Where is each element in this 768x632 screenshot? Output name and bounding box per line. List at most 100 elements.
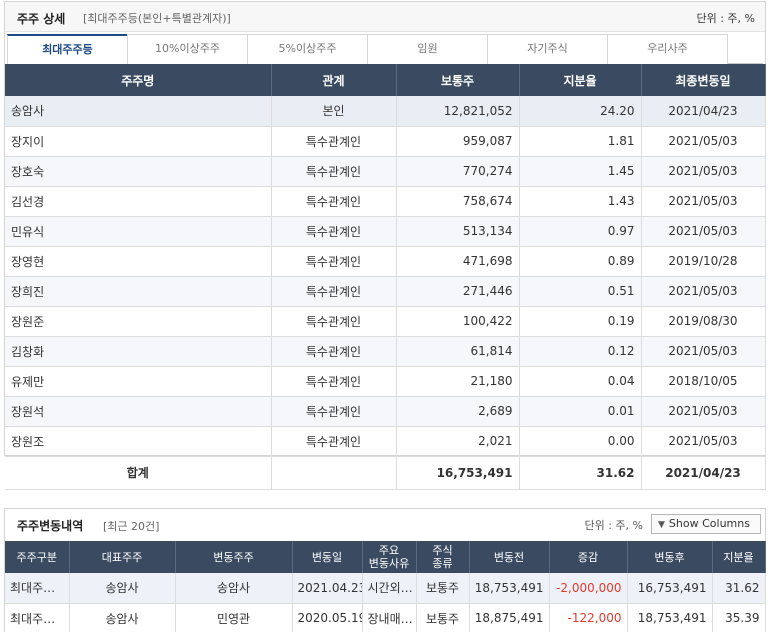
table-row: 민유식 특수관계인 513,134 0.97 2021/05/03 (5, 216, 766, 247)
history-reason-cell: 장내매… (362, 603, 417, 632)
table-header-row: 주주명 관계 보통주 지분율 최종변동일 (5, 64, 766, 96)
shareholder-name[interactable]: 장희진 (5, 276, 272, 307)
history-unit-label: 단위 : 주, % (584, 519, 643, 532)
ratio-cell: 0.00 (519, 426, 642, 457)
date-cell: 2021/05/03 (641, 336, 766, 367)
history-type-cell: 최대주… (5, 603, 70, 632)
table-row: 장원석 특수관계인 2,689 0.01 2021/05/03 (5, 396, 766, 427)
history-title: 주주변동내역 (17, 519, 84, 533)
tab-largest-shareholders[interactable]: 최대주주등 (7, 34, 128, 65)
col-header-ratio: 지분율 (519, 64, 642, 96)
history-col-header: 지분율 (712, 541, 766, 573)
history-col-header: 주요 변동사유 (362, 541, 417, 573)
table-row: 김선경 특수관계인 758,674 1.43 2021/05/03 (5, 186, 766, 217)
history-subtitle: [최근 20건] (103, 520, 160, 533)
shareholder-name[interactable]: 장원준 (5, 306, 272, 337)
total-shares: 16,753,491 (396, 455, 520, 490)
history-row: 최대주… 송암사 민영관 2020.05.19 장내매… 보통주 18,875,491 -12… (5, 603, 766, 632)
history-ratio-cell: 35.39 (712, 603, 766, 632)
shares-cell: 758,674 (396, 186, 520, 217)
history-kind-cell: 보통주 (416, 573, 470, 604)
shares-cell: 271,446 (396, 276, 520, 307)
history-type-cell: 최대주… (5, 573, 70, 604)
shareholder-name[interactable]: 김선경 (5, 186, 272, 217)
date-cell: 2021/05/03 (641, 276, 766, 307)
relation-cell: 특수관계인 (271, 366, 397, 397)
tab-treasury-stock[interactable]: 자기주식 (487, 34, 608, 64)
tab-10pct-shareholders[interactable]: 10%이상주주 (127, 34, 248, 64)
date-cell: 2021/05/03 (641, 126, 766, 157)
date-cell: 2021/05/03 (641, 396, 766, 427)
shareholder-name[interactable]: 김창화 (5, 336, 272, 367)
relation-cell: 특수관계인 (271, 396, 397, 427)
table-row: 유제만 특수관계인 21,180 0.04 2018/10/05 (5, 366, 766, 397)
history-after-cell: 16,753,491 (627, 573, 713, 604)
ratio-cell: 0.19 (519, 306, 642, 337)
date-cell: 2019/10/28 (641, 246, 766, 277)
history-header-row: 주주구분 대표주주 변동주주 변동일 주요 변동사유 주식 종류 변동전 증감 변동후 지분율 (5, 541, 766, 573)
relation-cell: 특수관계인 (271, 246, 397, 277)
total-label: 합계 (5, 455, 272, 490)
unit-label: 단위 : 주, % (696, 12, 755, 25)
tab-employee-stock[interactable]: 우리사주 (607, 34, 728, 64)
shareholder-name[interactable]: 장원조 (5, 426, 272, 457)
shares-cell: 21,180 (396, 366, 520, 397)
panel-subtitle: [최대주주등(본인+특별관계자)] (83, 12, 231, 25)
table-row: 장지이 특수관계인 959,087 1.81 2021/05/03 (5, 126, 766, 157)
shareholder-table: 주주명 관계 보통주 지분율 최종변동일 송암사 본인 12,821,052 24.2… (5, 64, 766, 490)
history-after-cell: 18,753,491 (627, 603, 713, 632)
date-cell: 2021/04/23 (641, 96, 766, 127)
shareholder-name[interactable]: 유제만 (5, 366, 272, 397)
table-row: 송암사 본인 12,821,052 24.20 2021/04/23 (5, 96, 766, 127)
history-change-cell: -2,000,000 (549, 573, 628, 604)
relation-cell: 특수관계인 (271, 186, 397, 217)
date-cell: 2021/05/03 (641, 186, 766, 217)
shareholder-tabs: 최대주주등 10%이상주주 5%이상주주 임원 자기주식 우리사주 (7, 34, 763, 65)
history-ratio-cell: 31.62 (712, 573, 766, 604)
relation-cell: 특수관계인 (271, 426, 397, 457)
history-before-cell: 18,875,491 (469, 603, 550, 632)
table-row: 장원준 특수관계인 100,422 0.19 2019/08/30 (5, 306, 766, 337)
ratio-cell: 24.20 (519, 96, 642, 127)
history-col-header: 변동후 (627, 541, 713, 573)
history-col-header: 주식 종류 (416, 541, 470, 573)
relation-cell: 특수관계인 (271, 276, 397, 307)
tab-5pct-shareholders[interactable]: 5%이상주주 (247, 34, 368, 64)
history-col-header: 변동주주 (175, 541, 293, 573)
history-rep-cell: 송암사 (69, 603, 176, 632)
shareholder-name[interactable]: 장원석 (5, 396, 272, 427)
total-empty (271, 455, 397, 490)
date-cell: 2021/05/03 (641, 156, 766, 187)
show-columns-button[interactable]: ▼ Show Columns (651, 514, 761, 534)
show-columns-label: Show Columns (668, 517, 750, 530)
history-holder-cell: 송암사 (175, 573, 293, 604)
table-row: 장영현 특수관계인 471,698 0.89 2019/10/28 (5, 246, 766, 277)
relation-cell: 특수관계인 (271, 336, 397, 367)
history-table: 주주구분 대표주주 변동주주 변동일 주요 변동사유 주식 종류 변동전 증감 변동후 지분율 최… (5, 541, 766, 632)
col-header-date: 최종변동일 (641, 64, 766, 96)
shareholder-name[interactable]: 장지이 (5, 126, 272, 157)
ratio-cell: 0.97 (519, 216, 642, 247)
history-col-header: 주주구분 (5, 541, 70, 573)
history-col-header: 변동전 (469, 541, 550, 573)
date-cell: 2019/08/30 (641, 306, 766, 337)
shares-cell: 12,821,052 (396, 96, 520, 127)
history-col-header: 증감 (549, 541, 628, 573)
shareholder-detail-panel: 주주 상세 [최대주주등(본인+특별관계자)] 단위 : 주, % 최대주주등 … (4, 1, 766, 490)
shareholder-history-panel: 주주변동내역 [최근 20건] 단위 : 주, % ▼ Show Columns … (4, 508, 766, 632)
shareholder-name[interactable]: 민유식 (5, 216, 272, 247)
shares-cell: 471,698 (396, 246, 520, 277)
ratio-cell: 0.01 (519, 396, 642, 427)
date-cell: 2018/10/05 (641, 366, 766, 397)
shareholder-name[interactable]: 장영현 (5, 246, 272, 277)
tab-executives[interactable]: 임원 (367, 34, 488, 64)
table-row: 장호숙 특수관계인 770,274 1.45 2021/05/03 (5, 156, 766, 187)
relation-cell: 특수관계인 (271, 216, 397, 247)
panel-header: 주주 상세 [최대주주등(본인+특별관계자)] 단위 : 주, % (5, 2, 765, 32)
history-header: 주주변동내역 [최근 20건] 단위 : 주, % ▼ Show Columns (5, 509, 765, 539)
ratio-cell: 1.81 (519, 126, 642, 157)
shareholder-name[interactable]: 장호숙 (5, 156, 272, 187)
shareholder-name[interactable]: 송암사 (5, 96, 272, 127)
history-rep-cell: 송암사 (69, 573, 176, 604)
table-row: 장원조 특수관계인 2,021 0.00 2021/05/03 (5, 426, 766, 457)
